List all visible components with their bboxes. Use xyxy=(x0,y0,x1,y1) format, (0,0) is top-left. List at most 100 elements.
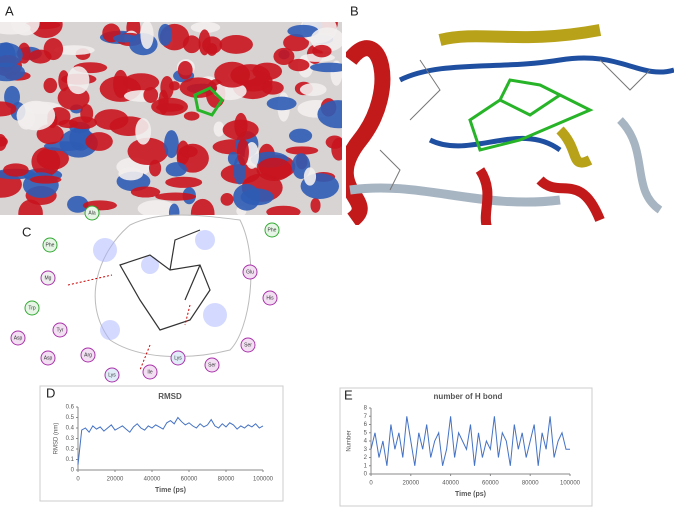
residue-label: His xyxy=(266,295,274,301)
residue-node xyxy=(40,270,56,286)
residue-label: Tyr xyxy=(57,327,64,333)
surface-patch xyxy=(256,157,292,181)
interaction-diagram: Ala Phe Phe Glu Mg His Trp Tyr Asp Asp Arg Lys Ile Se… xyxy=(10,205,280,383)
x-tick-label: 20000 xyxy=(107,477,124,483)
surface-patch xyxy=(67,195,89,213)
x-tick-label: 0 xyxy=(76,477,80,483)
y-tick-label: 6 xyxy=(364,422,368,428)
x-axis-label: Time (ps) xyxy=(455,491,486,498)
surface-patch xyxy=(127,137,169,166)
surface-patch xyxy=(160,76,174,100)
residue-node xyxy=(264,222,280,238)
residue-node xyxy=(204,357,220,373)
surface-patch xyxy=(237,138,249,166)
residue-node xyxy=(80,347,96,363)
x-tick-label: 80000 xyxy=(522,481,539,487)
y-tick-label: 0.3 xyxy=(66,436,75,442)
surface-patch xyxy=(317,100,342,129)
panel-label: D xyxy=(46,385,55,400)
surface-patch xyxy=(309,62,342,73)
residue-node xyxy=(52,322,68,338)
residue-node xyxy=(42,237,58,253)
residue-label: Lys xyxy=(174,355,182,361)
residue-node xyxy=(40,350,56,366)
residue-node xyxy=(104,367,120,383)
surface-patch xyxy=(176,140,190,165)
surface-patch xyxy=(123,73,160,92)
surface-patch xyxy=(43,38,64,61)
surface-patch xyxy=(31,147,61,177)
surface-patch xyxy=(233,184,261,211)
panel-label: B xyxy=(350,3,359,18)
y-tick-label: 0 xyxy=(364,472,368,478)
surface-patch xyxy=(0,136,8,147)
surface-patch xyxy=(214,61,251,88)
surface-patch xyxy=(155,192,197,201)
y-tick-label: 2 xyxy=(364,455,368,461)
surface-patch xyxy=(273,47,295,66)
surface-patch xyxy=(53,45,95,56)
residue-label: Lys xyxy=(108,372,116,378)
surface-patch xyxy=(130,186,161,198)
x-tick-label: 60000 xyxy=(482,481,499,487)
residue-label: Phe xyxy=(46,242,55,248)
surface-patch xyxy=(288,58,310,72)
surface-patch xyxy=(283,34,310,52)
surface-patch xyxy=(0,22,31,35)
surface-patch xyxy=(3,163,29,177)
surface-patch xyxy=(220,193,234,206)
surface-patch xyxy=(0,101,17,117)
x-tick-label: 80000 xyxy=(218,477,235,483)
y-tick-label: 0.2 xyxy=(66,447,75,453)
surface-patch xyxy=(149,159,162,177)
surface-patch xyxy=(266,205,301,215)
surface-patch xyxy=(219,35,253,54)
surface-patch xyxy=(198,29,211,56)
surface-patch xyxy=(112,34,137,43)
residue-label: Asp xyxy=(44,355,53,361)
x-tick-label: 40000 xyxy=(442,481,459,487)
surface-patch xyxy=(179,77,218,98)
y-tick-label: 5 xyxy=(364,430,368,436)
surface-patch xyxy=(118,167,144,181)
residue-label: Arg xyxy=(84,352,92,358)
residue-label: Ser xyxy=(244,342,252,348)
residue-node xyxy=(84,205,100,221)
surface-patch xyxy=(325,135,342,149)
residue-label: Phe xyxy=(268,227,277,233)
surface-patch xyxy=(16,100,56,131)
surface-patch xyxy=(299,83,327,97)
y-tick-label: 7 xyxy=(364,414,368,420)
surface-patch xyxy=(168,203,180,215)
panel-label: E xyxy=(344,387,353,402)
residue-node xyxy=(242,264,258,280)
surface-patch xyxy=(36,124,64,145)
residue-node xyxy=(10,330,26,346)
x-tick-label: 0 xyxy=(369,481,373,487)
chart-frame xyxy=(39,385,284,502)
surface-patch xyxy=(158,23,173,46)
y-axis-label: Number xyxy=(347,430,353,451)
x-tick-label: 20000 xyxy=(402,481,419,487)
surface-patch xyxy=(94,109,129,130)
y-tick-label: 1 xyxy=(364,463,368,469)
chart-title: RMSD xyxy=(158,392,182,401)
surface-patch xyxy=(234,112,248,139)
data-line xyxy=(370,416,570,466)
surface-patch xyxy=(58,70,70,92)
surface-patch xyxy=(312,44,332,58)
y-axis-label: RMSD (nm) xyxy=(54,423,60,455)
surface-patch xyxy=(140,22,154,50)
surface-patch xyxy=(0,42,23,68)
surface-patch xyxy=(165,162,187,177)
chart-title: number of H bond xyxy=(434,392,503,401)
y-tick-label: 0 xyxy=(71,468,75,474)
surface-patch xyxy=(213,121,225,137)
y-tick-label: 0.4 xyxy=(66,426,75,432)
ligand xyxy=(193,86,224,117)
x-tick-label: 100000 xyxy=(560,481,581,487)
panel-label: C xyxy=(22,224,31,239)
residue-label: Ser xyxy=(208,362,216,368)
